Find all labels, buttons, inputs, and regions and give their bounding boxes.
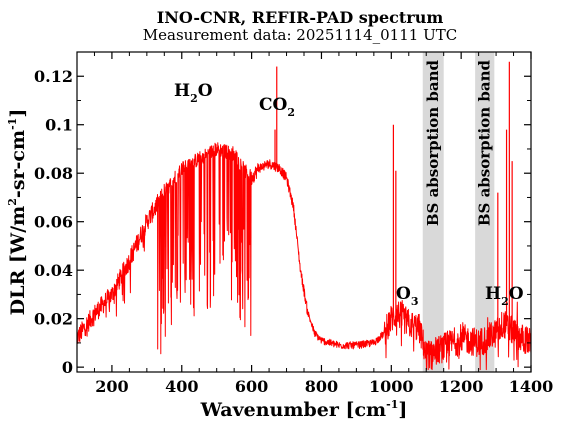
x-axis-label-close: ] — [398, 399, 407, 421]
y-tick-label-3: 0.06 — [34, 213, 73, 232]
chart-subtitle: Measurement data: 20251114_0111 UTC — [143, 26, 457, 44]
annotation-o3-main: O — [396, 284, 411, 304]
shaded-band-label-2: BS absorption band — [476, 60, 494, 227]
y-axis-label-sup2: -1 — [6, 118, 19, 130]
ticks-layer: 200 400 600 800 1000 1200 1400 0 0.02 0.04 0.06 0.0… — [34, 52, 553, 396]
annotation-h2o-right: H2O — [485, 284, 524, 308]
x-tick-label-600: 600 — [235, 377, 268, 396]
shaded-band-label-1: BS absorption band — [424, 60, 442, 227]
x-tick-label-1400: 1400 — [509, 377, 554, 396]
x-tick-label-400: 400 — [165, 377, 198, 396]
annotation-h2o-right-sub: 2 — [501, 295, 509, 308]
y-tick-label-6: 0.12 — [34, 67, 73, 86]
annotation-o3: O3 — [396, 284, 418, 308]
shaded-band-2 — [475, 52, 495, 372]
y-axis-label-sup1: 2 — [6, 198, 19, 206]
x-axis-label-main: Wavenumber [cm — [200, 399, 387, 421]
y-tick-label-1: 0.02 — [34, 310, 73, 329]
chart-title: INO-CNR, REFIR-PAD spectrum — [157, 8, 444, 27]
y-tick-label-5: 0.1 — [45, 116, 73, 135]
y-axis-label-b: -sr-cm — [7, 130, 29, 198]
shaded-bands-layer: BS absorption band BS absorption band — [422, 52, 495, 372]
y-tick-label-4: 0.08 — [34, 164, 73, 183]
annotation-co2: CO2 — [259, 95, 295, 119]
annotation-h2o-left: H2O — [174, 81, 213, 105]
spectrum-line — [76, 142, 532, 371]
annotation-co2-main: CO — [259, 95, 288, 115]
annotation-h2o-left-rest: O — [198, 81, 213, 101]
x-axis-label-sup: -1 — [386, 398, 398, 411]
y-axis-label: DLR [W/m2-sr-cm-1] — [6, 109, 29, 316]
y-tick-label-0: 0 — [62, 358, 73, 377]
annotation-o3-sub: 3 — [411, 295, 419, 308]
x-tick-label-1200: 1200 — [439, 377, 484, 396]
annotation-h2o-right-rest: O — [509, 284, 524, 304]
annotation-co2-sub: 2 — [287, 106, 295, 119]
y-axis-label-c: ] — [7, 109, 29, 118]
y-tick-label-2: 0.04 — [34, 261, 73, 280]
annotation-h2o-left-main: H — [174, 81, 190, 101]
shaded-band-1 — [422, 52, 444, 372]
y-axis-label-a: DLR [W/m — [7, 206, 29, 316]
x-tick-label-200: 200 — [95, 377, 128, 396]
annotation-h2o-right-main: H — [485, 284, 501, 304]
spectrum-line-layer — [76, 61, 532, 371]
annotation-h2o-left-sub: 2 — [190, 92, 198, 105]
x-tick-label-1000: 1000 — [369, 377, 414, 396]
x-axis-label: Wavenumber [cm-1] — [200, 398, 408, 421]
x-tick-label-800: 800 — [305, 377, 338, 396]
